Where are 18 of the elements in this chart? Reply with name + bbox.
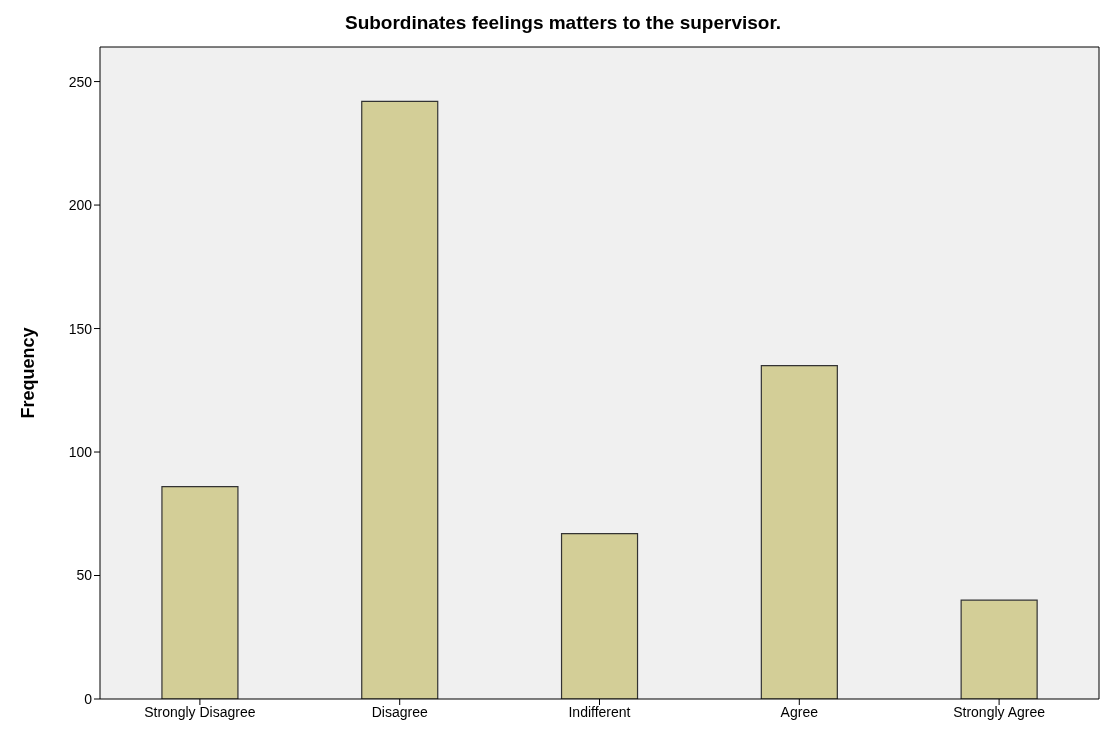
x-tick-label: Indifferent (568, 703, 631, 720)
chart-title: Subordinates feelings matters to the supervisor. (343, 11, 783, 35)
y-tick-label: 50 (76, 567, 93, 584)
bar (361, 100, 439, 699)
y-tick-label: 200 (68, 197, 93, 214)
y-tick-label: 0 (84, 690, 93, 707)
bar (760, 364, 838, 699)
bar (161, 486, 239, 699)
x-tick-label: Strongly Disagree (144, 703, 256, 720)
bar (560, 532, 639, 699)
y-tick-label: 100 (68, 444, 93, 460)
bar (960, 599, 1038, 699)
x-tick-label: Disagree (371, 703, 428, 720)
y-axis-title: Frequency (18, 327, 39, 419)
x-tick-label: Agree (780, 703, 819, 720)
y-tick-label: 250 (68, 73, 93, 90)
x-tick-label: Strongly Agree (953, 703, 1046, 720)
y-tick-label: 150 (68, 320, 93, 337)
